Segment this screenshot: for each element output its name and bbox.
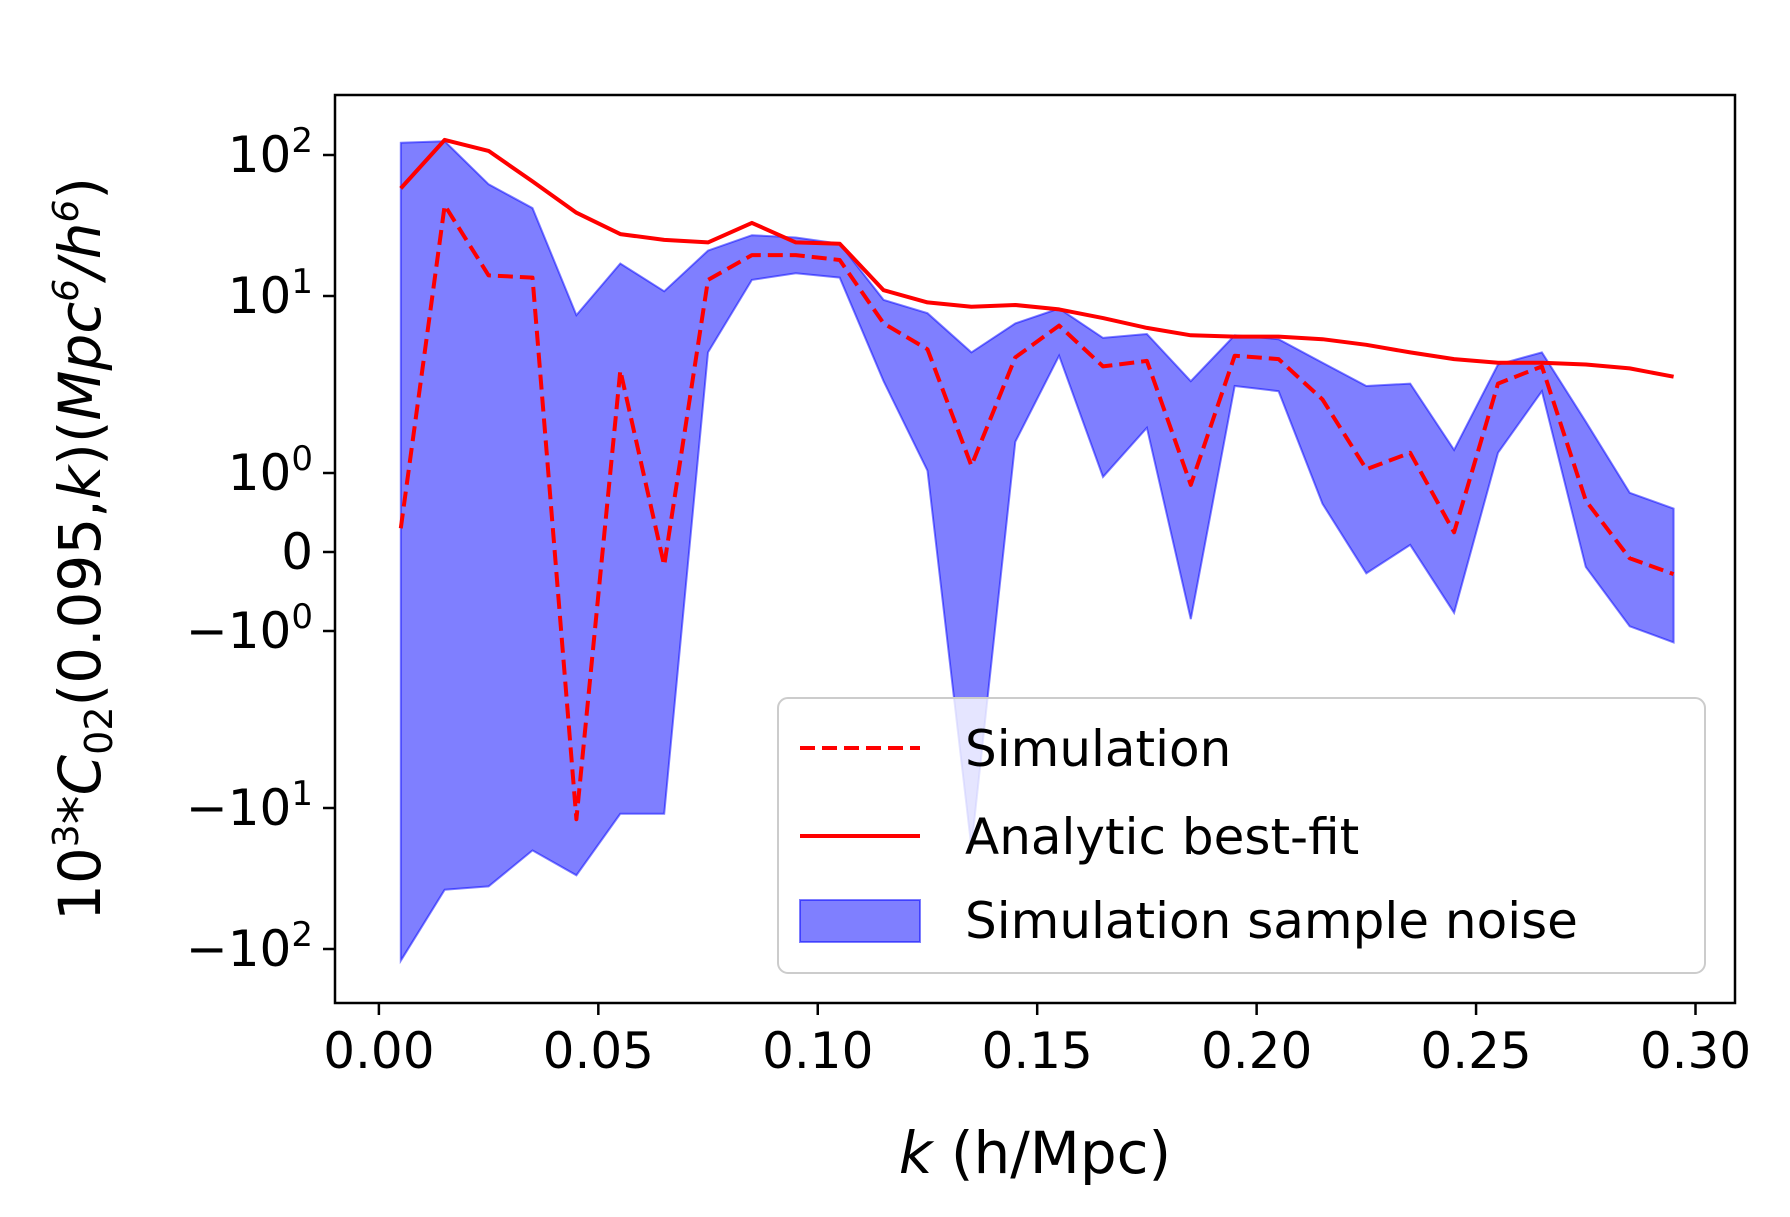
y-tick-label: 101 <box>228 262 313 325</box>
x-tick-label: 0.15 <box>982 1022 1093 1080</box>
x-axis-label: k (h/Mpc) <box>899 1119 1171 1187</box>
series-line-simulation <box>398 203 1675 822</box>
y-tick-label: −102 <box>186 915 313 978</box>
legend-label-simulation: Simulation <box>965 720 1231 778</box>
y-axis-label: 103*C02(0.095,k)(Mpc6/h6) <box>46 177 121 921</box>
x-tick-label: 0.25 <box>1420 1022 1531 1080</box>
legend-label-analytic: Analytic best-fit <box>965 808 1359 866</box>
series-line-analytic-best-fit <box>399 137 1674 379</box>
y-tick-label: −100 <box>186 597 313 660</box>
x-tick-label: 0.00 <box>323 1022 434 1080</box>
y-axis: 102 101 100 0 −100 −101 −102 <box>186 121 335 978</box>
x-tick-label: 0.10 <box>762 1022 873 1080</box>
x-axis: 0.00 0.05 0.10 0.15 0.20 0.25 0.30 <box>323 1003 1751 1080</box>
y-tick-label: 102 <box>228 121 313 184</box>
y-tick-label: 100 <box>228 439 313 502</box>
plot-frame <box>333 93 1737 1005</box>
legend-label-noise: Simulation sample noise <box>965 892 1578 950</box>
legend-swatch-noise <box>799 899 921 943</box>
x-tick-label: 0.20 <box>1201 1022 1312 1080</box>
y-tick-label: 0 <box>281 523 313 581</box>
series-line-layer <box>398 137 1675 822</box>
x-tick-label: 0.05 <box>543 1022 654 1080</box>
y-tick-label: −101 <box>186 774 313 837</box>
legend: Simulation Analytic best-fit Simulation … <box>777 697 1706 974</box>
x-tick-label: 0.30 <box>1640 1022 1751 1080</box>
legend-box <box>777 697 1706 974</box>
